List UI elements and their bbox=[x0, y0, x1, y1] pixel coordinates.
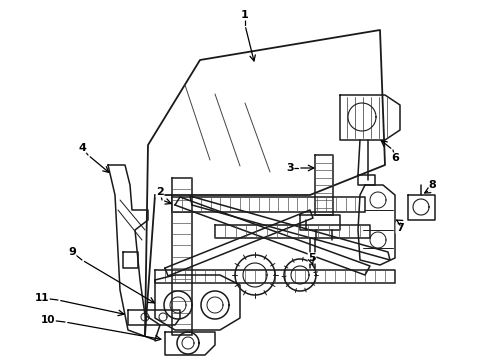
Text: 9: 9 bbox=[68, 247, 76, 257]
Text: 3: 3 bbox=[286, 163, 294, 173]
Text: 8: 8 bbox=[428, 180, 436, 190]
Text: 2: 2 bbox=[156, 187, 164, 197]
Text: 4: 4 bbox=[78, 143, 86, 153]
Text: 10: 10 bbox=[41, 315, 55, 325]
Text: 1: 1 bbox=[241, 10, 249, 20]
Text: 5: 5 bbox=[308, 253, 316, 263]
Text: 7: 7 bbox=[396, 223, 404, 233]
Text: 11: 11 bbox=[35, 293, 49, 303]
Text: 6: 6 bbox=[391, 153, 399, 163]
